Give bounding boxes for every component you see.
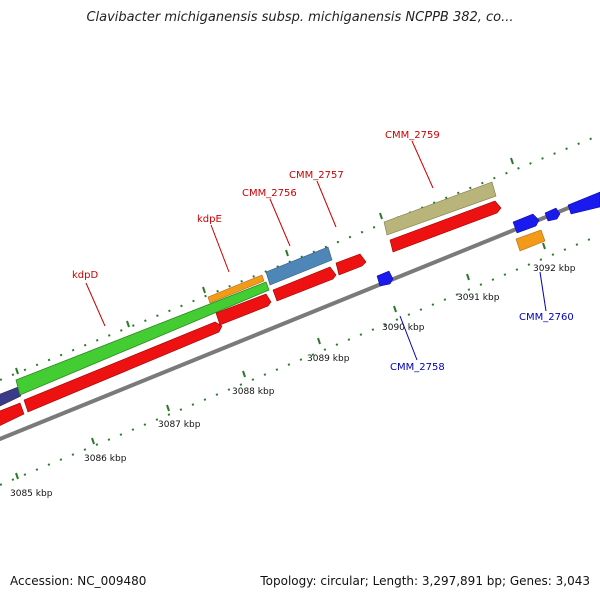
gene-navy-partial[interactable] — [0, 386, 22, 409]
cds-red-1[interactable] — [0, 402, 25, 428]
gene-CMM_2759-khaki[interactable] — [383, 181, 497, 236]
label-CMM_2756[interactable]: CMM_2756 — [242, 188, 297, 199]
scale-label: 3088 kbp — [232, 387, 275, 397]
gene-features — [0, 181, 600, 428]
gene-CMM_2760-orange[interactable] — [515, 229, 546, 252]
scale-label: 3091 kbp — [457, 293, 500, 303]
gene-kdpE-orange[interactable] — [207, 274, 265, 304]
cds-red-3[interactable] — [215, 293, 272, 326]
gene-CMM_2756-steelblue[interactable] — [265, 246, 333, 286]
label-CMM_2758[interactable]: CMM_2758 — [390, 362, 445, 373]
reverse-labels: CMM_2758 CMM_2760 — [390, 271, 574, 373]
scale-label: 3092 kbp — [533, 264, 576, 274]
cds-blue-CMM_2758[interactable] — [376, 270, 394, 287]
cds-blue-3[interactable] — [544, 207, 561, 222]
scale-labels: 3085 kbp 3086 kbp 3087 kbp 3088 kbp 3089… — [10, 264, 576, 499]
scale-label: 3086 kbp — [84, 454, 127, 464]
inner-tick-row — [0, 234, 600, 486]
label-kdpE[interactable]: kdpE — [197, 214, 222, 225]
label-CMM_2759[interactable]: CMM_2759 — [385, 130, 440, 141]
genome-summary-text: Topology: circular; Length: 3,297,891 bp… — [260, 574, 590, 588]
genome-backbone — [0, 192, 600, 442]
cds-red-6[interactable] — [389, 200, 502, 253]
accession-text: Accession: NC_009480 — [10, 574, 147, 588]
map-title: Clavibacter michiganensis subsp. michiga… — [86, 10, 514, 25]
scale-label: 3085 kbp — [10, 489, 53, 499]
cds-blue-4[interactable] — [567, 191, 600, 215]
outer-major-ticks — [15, 157, 514, 375]
cds-red-5[interactable] — [335, 253, 367, 276]
cds-red-2[interactable] — [23, 321, 223, 413]
label-kdpD[interactable]: kdpD — [72, 270, 98, 281]
gene-kdpD-green[interactable] — [15, 281, 270, 396]
inner-major-ticks — [15, 242, 546, 480]
scale-label: 3087 kbp — [158, 420, 201, 430]
scale-label: 3089 kbp — [307, 354, 350, 364]
label-CMM_2757[interactable]: CMM_2757 — [289, 170, 344, 181]
label-CMM_2760[interactable]: CMM_2760 — [519, 312, 574, 323]
forward-labels: kdpD kdpE CMM_2756 CMM_2757 CMM_2759 — [72, 130, 440, 327]
cds-red-4[interactable] — [272, 266, 337, 302]
cds-blue-2[interactable] — [512, 213, 540, 234]
scale-label: 3090 kbp — [382, 323, 425, 333]
